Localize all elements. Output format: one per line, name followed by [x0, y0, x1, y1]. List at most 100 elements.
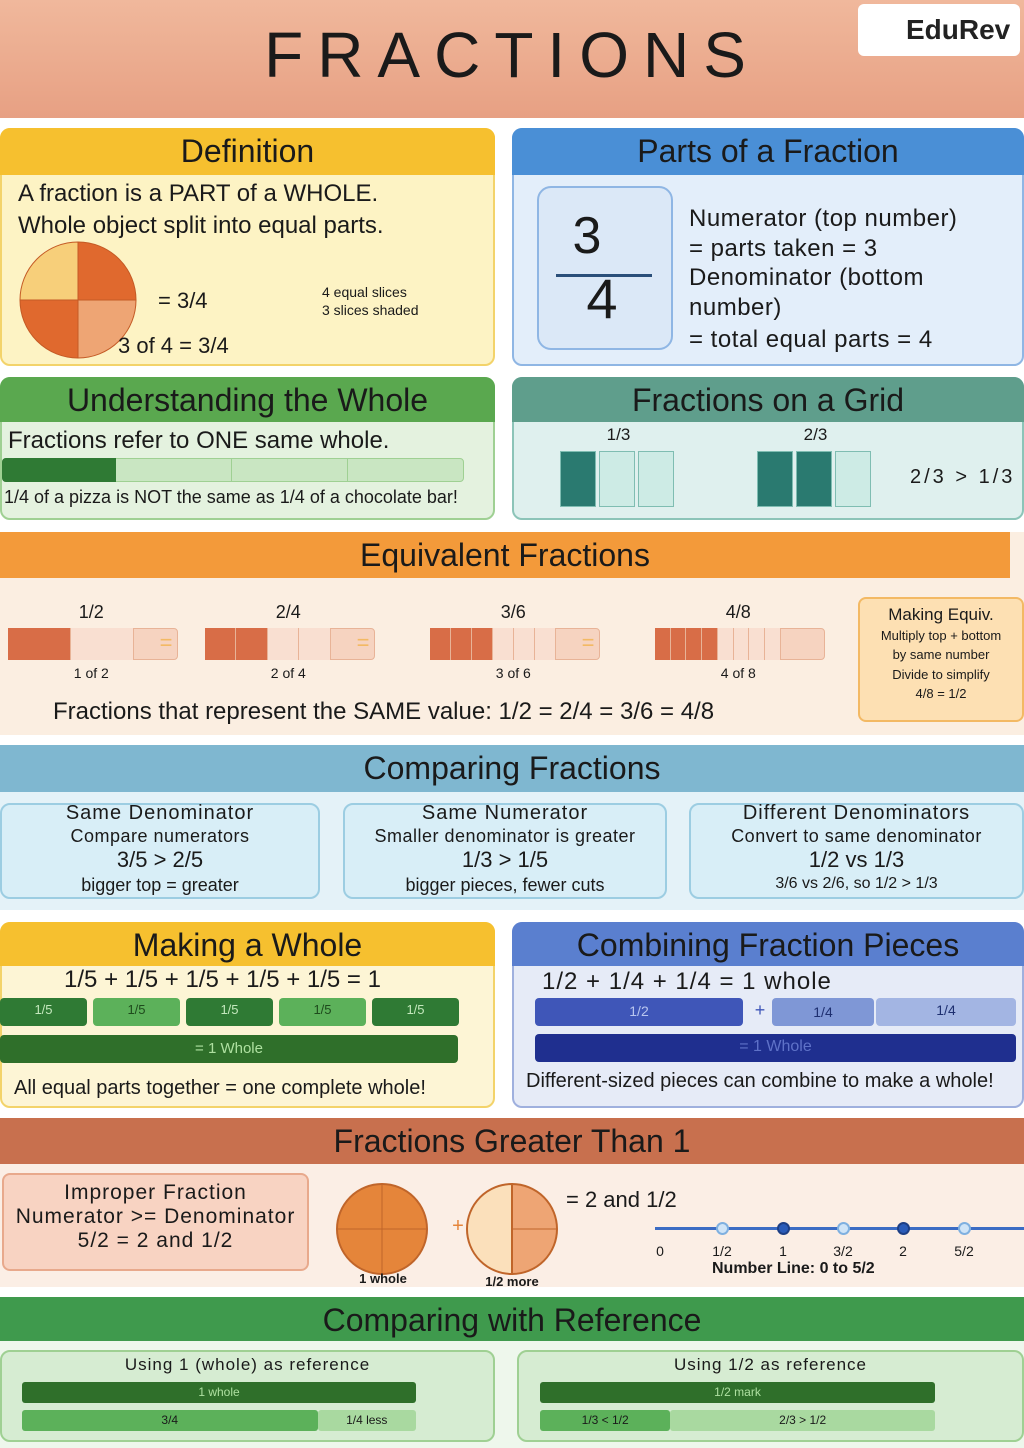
text: A fraction is a PART of a WHOLE. [18, 180, 379, 207]
segment [236, 628, 268, 660]
tip-text: Multiply top + bottom [880, 628, 1002, 643]
numerator: 3 [572, 207, 602, 265]
segment [717, 628, 734, 660]
cell [835, 451, 871, 507]
header-band [0, 0, 1024, 118]
caption: 3 of 4 = 3/4 [118, 333, 229, 358]
total-bar: = 1 Whole [535, 1034, 1016, 1062]
piece: 1/5 [0, 998, 87, 1026]
fraction-bar [556, 274, 652, 277]
cell [796, 451, 832, 507]
tip-box [858, 597, 1024, 722]
slice [77, 241, 137, 301]
card-title: Different Denominators [742, 802, 971, 824]
section-title: Equivalent Fractions [0, 532, 1010, 578]
section-title: Comparing with Reference [0, 1297, 1024, 1341]
ref-bar: 1/2 mark [540, 1382, 935, 1403]
note: 3 slices shaded [322, 302, 419, 318]
segment [471, 628, 493, 660]
tip-text: 4/8 = 1/2 [915, 686, 967, 701]
tick-dot [897, 1222, 910, 1235]
slice [77, 299, 137, 359]
segment [749, 628, 766, 660]
text: Numerator >= Denominator [15, 1205, 296, 1228]
section-title: Understanding the Whole [0, 377, 495, 422]
bar-shaded [2, 458, 116, 482]
fraction-card [537, 186, 673, 350]
cell [638, 451, 674, 507]
card-example: 1/2 vs 1/3 [808, 847, 905, 872]
text: = total equal parts = 4 [689, 326, 933, 353]
part: 1/3 < 1/2 [540, 1410, 671, 1431]
piece: 1/5 [372, 998, 459, 1026]
card-title: Same Denominator [65, 802, 255, 824]
ref-bar: 1 whole [22, 1382, 416, 1403]
section-title: Definition [0, 128, 495, 175]
segment [205, 628, 237, 660]
label: 2/4 [275, 602, 301, 622]
tick-label: 0 [656, 1243, 664, 1259]
caption: 4 of 8 [720, 665, 756, 681]
segment [765, 628, 781, 660]
half-empty [466, 1183, 513, 1276]
slice [19, 241, 79, 301]
card-example: 1/3 > 1/5 [461, 847, 549, 872]
plus: + [452, 1215, 464, 1237]
card [0, 803, 320, 899]
piece: 1/4 [876, 998, 1016, 1026]
piece: 1/5 [186, 998, 273, 1026]
segment [733, 628, 750, 660]
info-box [2, 1173, 309, 1271]
text: Fractions refer to ONE same whole. [8, 427, 390, 454]
card-title: Using 1 (whole) as reference [124, 1355, 371, 1374]
equals: = [356, 630, 370, 655]
segment [670, 628, 687, 660]
text: Improper Fraction [64, 1181, 247, 1204]
circle-label: 1/2 more [485, 1274, 539, 1289]
section-title: Parts of a Fraction [512, 128, 1024, 175]
part: 1/4 less [317, 1410, 416, 1431]
part: 3/4 [22, 1410, 318, 1431]
divider [231, 458, 232, 482]
equals: = [581, 630, 595, 655]
piece: 1/2 [535, 998, 743, 1026]
pie [19, 241, 137, 359]
caption: 3 of 6 [495, 665, 531, 681]
tick-label: 5/2 [954, 1243, 974, 1259]
equals: = [159, 630, 173, 655]
result: = 2 and 1/2 [566, 1187, 677, 1212]
circle-label: 1 whole [359, 1271, 407, 1286]
text: Numerator (top number) [689, 205, 958, 232]
text: 5/2 = 2 and 1/2 [77, 1229, 234, 1252]
text: Whole object split into equal parts. [18, 212, 384, 239]
segment [686, 628, 703, 660]
card-title: Using 1/2 as reference [673, 1355, 868, 1374]
tick-dot [716, 1222, 729, 1235]
piece: 1/4 [772, 998, 874, 1026]
card-note: 3/6 vs 2/6, so 1/2 > 1/3 [775, 875, 938, 892]
tick-label: 1/2 [712, 1243, 732, 1259]
segment [299, 628, 331, 660]
label: 1/3 [606, 425, 631, 444]
tip-text: Divide to simplify [892, 667, 990, 682]
section-title: Combining Fraction Pieces [512, 922, 1024, 966]
equation: 1/5 + 1/5 + 1/5 + 1/5 + 1/5 = 1 [64, 966, 381, 993]
tick-dot [837, 1222, 850, 1235]
denominator: 4 [586, 267, 618, 330]
caption: All equal parts together = one complete … [14, 1077, 426, 1099]
segment [655, 628, 671, 660]
text: Denominator (bottom [689, 264, 924, 291]
card-rule: Smaller denominator is greater [374, 826, 636, 846]
total-bar: = 1 Whole [0, 1035, 458, 1063]
card-example: 3/5 > 2/5 [116, 847, 204, 872]
logo: EduRev [858, 4, 1020, 56]
segment [534, 628, 556, 660]
segment [702, 628, 718, 660]
plus: + [754, 1000, 766, 1020]
section-title: Comparing Fractions [0, 745, 1024, 792]
section-title: Making a Whole [0, 922, 495, 966]
caption: 1 of 2 [73, 665, 109, 681]
caption: 1/4 of a pizza is NOT the same as 1/4 of… [4, 487, 458, 507]
number-line-label: Number Line: 0 to 5/2 [712, 1260, 875, 1277]
tip-text: by same number [892, 647, 990, 662]
